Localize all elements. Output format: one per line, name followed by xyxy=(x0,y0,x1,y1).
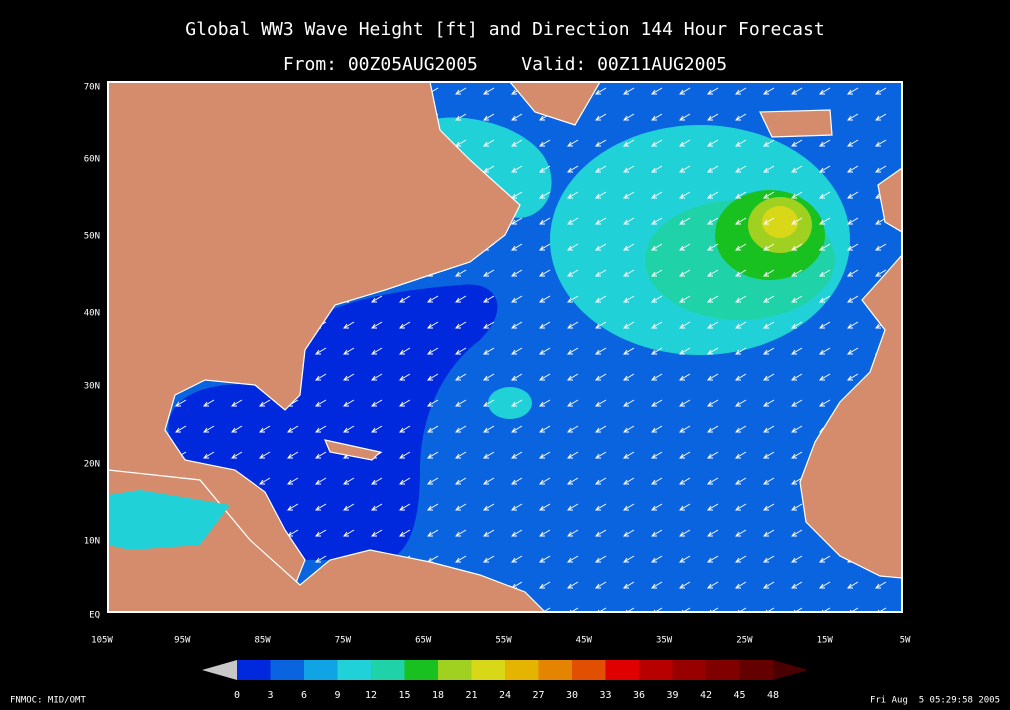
lon-label: 105W xyxy=(91,636,113,646)
lat-label: EQ xyxy=(89,611,100,621)
colorbar-swatch xyxy=(605,660,640,680)
colorbar-under xyxy=(202,660,237,680)
lon-label: 65W xyxy=(415,636,432,646)
colorbar-swatch xyxy=(237,660,271,680)
colorbar-swatch xyxy=(505,660,539,680)
colorbar-swatch xyxy=(270,660,305,680)
colorbar-swatch xyxy=(739,660,774,680)
title: Global WW3 Wave Height [ft] and Directio… xyxy=(185,19,824,40)
colorbar-swatch xyxy=(672,660,707,680)
lon-label: 45W xyxy=(576,636,593,646)
subtitle: From: 00Z05AUG2005 Valid: 00Z11AUG2005 xyxy=(283,54,727,75)
colorbar-swatch xyxy=(304,660,338,680)
colorbar-label: 15 xyxy=(398,690,410,701)
lat-label: 30N xyxy=(84,382,100,392)
colorbar-label: 30 xyxy=(566,690,578,701)
pacific-zone xyxy=(108,490,230,550)
land-north-america xyxy=(108,82,521,587)
footer-left: FNMOC: MID/OMT xyxy=(10,696,86,706)
colorbar-label: 6 xyxy=(301,690,307,701)
lat-label: 40N xyxy=(84,309,100,319)
colorbar-label: 24 xyxy=(499,690,511,701)
land-cuba xyxy=(324,439,382,461)
land-britain xyxy=(877,167,902,233)
lon-label: 25W xyxy=(736,636,753,646)
lon-label: 85W xyxy=(254,636,271,646)
lat-label: 20N xyxy=(84,460,100,470)
lon-label: 75W xyxy=(335,636,352,646)
colorbar-swatch xyxy=(471,660,506,680)
land-greenland xyxy=(509,82,601,126)
colorbar-label: 9 xyxy=(334,690,340,701)
colorbar-label: 36 xyxy=(633,690,645,701)
colorbar-label: 21 xyxy=(465,690,477,701)
colorbar: 0 3 6 9 12 15 18 21 24 27 30 33 36 39 42 45 48 xyxy=(202,660,808,701)
colorbar-label: 27 xyxy=(532,690,544,701)
lat-label: 70N xyxy=(84,83,100,93)
land-iceland xyxy=(759,109,833,138)
colorbar-label: 45 xyxy=(733,690,745,701)
colorbar-label: 42 xyxy=(700,690,712,701)
colorbar-label: 12 xyxy=(365,690,377,701)
colorbar-swatch xyxy=(538,660,573,680)
map-frame xyxy=(107,81,903,613)
colorbar-label: 48 xyxy=(767,690,779,701)
lon-label: 95W xyxy=(174,636,191,646)
lat-label: 60N xyxy=(84,155,100,165)
colorbar-swatch xyxy=(572,660,606,680)
lon-label: 55W xyxy=(495,636,512,646)
map xyxy=(108,82,902,612)
colorbar-swatch xyxy=(337,660,372,680)
colorbar-swatch xyxy=(438,660,472,680)
colorbar-swatch xyxy=(371,660,405,680)
lat-label: 50N xyxy=(84,232,100,242)
colorbar-over xyxy=(773,660,808,680)
land-africa-europe xyxy=(799,254,902,579)
footer-right: Fri Aug 5 05:29:58 2005 xyxy=(870,696,1000,706)
lat-label: 10N xyxy=(84,537,100,547)
lon-label: 15W xyxy=(817,636,834,646)
colorbar-swatch xyxy=(404,660,439,680)
colorbar-label: 18 xyxy=(432,690,444,701)
colorbar-label: 39 xyxy=(666,690,678,701)
axis-labels: 70N 60N 50N 40N 30N 20N 10N EQ 105W 95W 85W 75W 65W 5… xyxy=(84,83,911,646)
lon-label: 5W xyxy=(900,636,911,646)
colorbar-label: 0 xyxy=(234,690,240,701)
colorbar-label: 33 xyxy=(599,690,611,701)
colorbar-label: 3 xyxy=(267,690,273,701)
lon-label: 35W xyxy=(656,636,673,646)
colorbar-swatch xyxy=(639,660,673,680)
colorbar-swatch xyxy=(706,660,740,680)
